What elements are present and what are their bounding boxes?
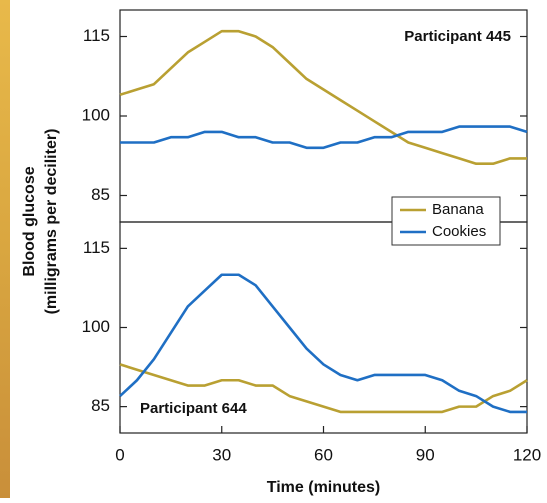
x-tick-label: 60 xyxy=(314,445,333,464)
legend-label: Cookies xyxy=(432,223,486,240)
annotation: Participant 445 xyxy=(404,28,511,45)
annotation: Participant 644 xyxy=(140,400,247,417)
x-tick-label: 0 xyxy=(115,445,124,464)
series-line xyxy=(120,275,527,412)
y-tick-label: 100 xyxy=(82,317,110,336)
x-tick-label: 30 xyxy=(212,445,231,464)
y-axis-label-line: Blood glucose xyxy=(21,166,38,276)
y-tick-label: 85 xyxy=(91,396,110,415)
y-axis-label: Blood glucose (milligrams per deciliter) xyxy=(21,129,60,315)
y-axis-label-line: (milligrams per deciliter) xyxy=(43,129,60,315)
series-line xyxy=(120,127,527,148)
y-tick-label: 85 xyxy=(91,185,110,204)
legend-label: Banana xyxy=(432,201,484,218)
x-axis-label: Time (minutes) xyxy=(267,479,381,496)
chart: 85 100 115 Blood glucose (milligrams per dec… xyxy=(0,0,547,498)
y-tick-label: 100 xyxy=(82,105,110,124)
x-tick-label: 90 xyxy=(416,445,435,464)
x-tick-label: 120 xyxy=(513,445,541,464)
photo-strip xyxy=(0,0,10,498)
y-tick-label: 115 xyxy=(83,26,110,45)
y-tick-label: 115 xyxy=(83,238,110,257)
series-line xyxy=(120,31,527,164)
